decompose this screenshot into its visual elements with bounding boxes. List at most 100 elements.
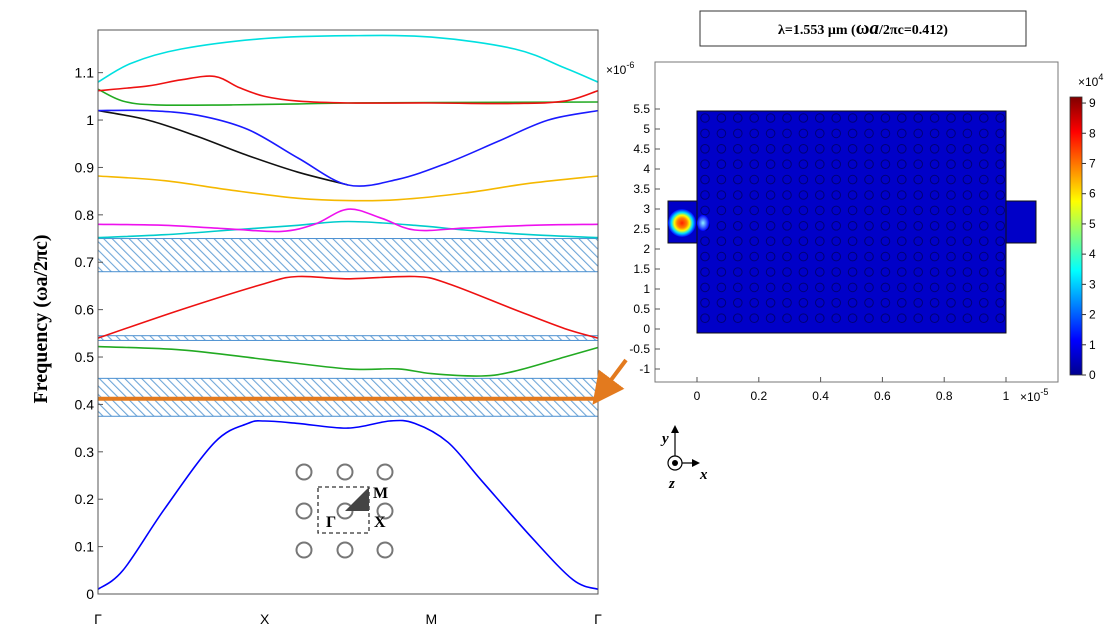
band-y-tick-label: 0.2	[75, 491, 95, 507]
air-hole	[798, 128, 809, 139]
air-hole	[831, 267, 842, 277]
air-hole	[913, 144, 924, 154]
air-hole	[700, 144, 710, 154]
air-hole	[798, 205, 809, 216]
air-hole	[749, 113, 760, 123]
air-hole	[765, 267, 776, 277]
air-hole	[995, 159, 1006, 169]
colorbar-ticks: 0 1 2 3 4 5 6 7 8 9	[1082, 96, 1096, 382]
air-hole	[897, 128, 907, 139]
air-hole	[765, 221, 776, 231]
air-hole	[716, 113, 727, 123]
air-hole	[913, 221, 924, 231]
irreducible-zone-triangle	[345, 487, 369, 511]
band-curve-2	[97, 345, 599, 377]
field-y-tick-label: 0.5	[633, 302, 650, 316]
air-hole	[749, 267, 760, 277]
air-hole	[946, 221, 956, 231]
air-hole	[716, 251, 727, 262]
air-hole	[979, 144, 989, 154]
air-hole	[929, 190, 940, 200]
air-hole	[815, 313, 825, 324]
field-x-tick-label: 0.4	[812, 389, 829, 403]
band-y-tick-label: 0	[86, 586, 94, 602]
colorbar-tick-label: 6	[1089, 187, 1096, 201]
air-hole	[847, 159, 858, 169]
air-hole	[798, 282, 809, 293]
air-hole	[979, 221, 989, 231]
connector-arrow	[592, 358, 628, 405]
band-curve-4	[97, 220, 599, 239]
air-hole	[995, 298, 1006, 308]
air-hole	[897, 221, 907, 231]
band-y-tick-label: 1	[86, 112, 94, 128]
air-hole	[782, 267, 792, 277]
air-hole	[979, 190, 989, 200]
field-weak-spot	[697, 215, 709, 231]
air-hole	[880, 190, 891, 200]
field-map-chart: λ=1.553 μm (ωa/2πc=0.412) -1 -0.5 0 0.5 1 1.5…	[606, 10, 1103, 404]
air-hole	[765, 251, 776, 262]
air-hole	[765, 298, 776, 308]
air-hole	[880, 128, 891, 139]
air-hole	[864, 313, 874, 324]
air-hole	[798, 236, 809, 246]
air-hole	[946, 174, 956, 185]
field-y-tick-label: 2	[643, 242, 650, 256]
air-hole	[864, 144, 874, 154]
air-hole	[716, 205, 727, 216]
brillouin-zone-inset: M Γ X	[288, 459, 400, 566]
air-hole	[782, 251, 792, 262]
field-y-tick-label: 4.5	[633, 142, 650, 156]
air-hole	[897, 144, 907, 154]
air-hole	[831, 282, 842, 293]
air-hole	[815, 205, 825, 216]
air-hole	[815, 113, 825, 123]
air-hole	[831, 174, 842, 185]
air-hole	[847, 313, 858, 324]
air-hole	[782, 174, 792, 185]
air-hole	[929, 159, 940, 169]
air-hole	[831, 144, 842, 154]
air-hole	[946, 190, 956, 200]
air-hole	[946, 251, 956, 262]
air-hole	[815, 221, 825, 231]
air-hole	[831, 221, 842, 231]
air-hole	[913, 159, 924, 169]
field-y-tick-label: 1.5	[633, 262, 650, 276]
air-hole	[995, 174, 1006, 185]
air-hole	[716, 221, 727, 231]
air-hole	[782, 221, 792, 231]
field-y-tick-label: -1	[639, 362, 650, 376]
air-hole	[897, 251, 907, 262]
air-hole	[995, 190, 1006, 200]
air-hole	[962, 174, 973, 185]
air-hole	[864, 159, 874, 169]
air-hole	[962, 144, 973, 154]
air-hole	[765, 128, 776, 139]
air-hole	[733, 267, 743, 277]
air-hole	[733, 144, 743, 154]
air-hole	[897, 190, 907, 200]
band-y-tick-label: 0.9	[75, 159, 95, 175]
air-hole	[929, 113, 940, 123]
band-curve-3	[97, 275, 599, 339]
air-hole	[847, 221, 858, 231]
air-hole	[946, 313, 956, 324]
air-hole	[782, 144, 792, 154]
air-hole	[847, 113, 858, 123]
air-hole	[815, 267, 825, 277]
air-hole	[716, 144, 727, 154]
band-y-tick-label: 0.3	[75, 444, 95, 460]
air-hole	[749, 221, 760, 231]
air-hole	[880, 144, 891, 154]
air-hole	[831, 298, 842, 308]
air-hole	[749, 236, 760, 246]
air-hole	[700, 313, 710, 324]
air-hole	[962, 190, 973, 200]
band-y-tick-label: 0.1	[75, 539, 95, 555]
air-hole	[733, 251, 743, 262]
air-hole	[897, 159, 907, 169]
